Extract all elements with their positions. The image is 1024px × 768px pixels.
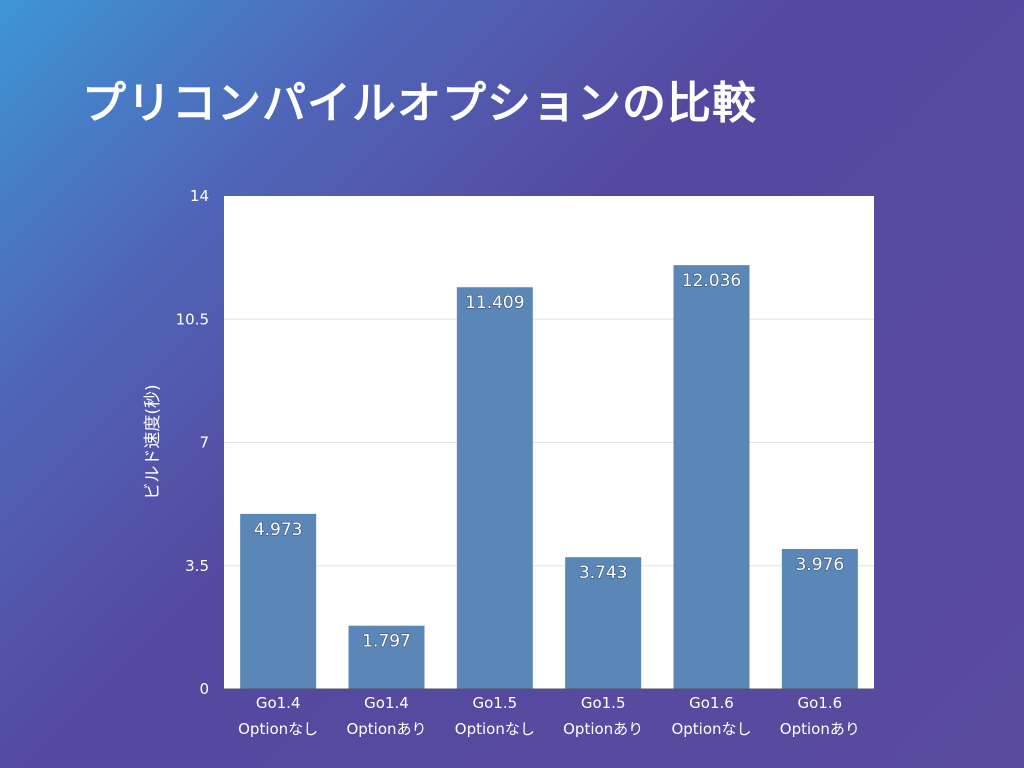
data-label: 12.036 <box>682 271 741 291</box>
bar <box>565 557 642 689</box>
y-tick-label: 3.5 <box>185 557 209 575</box>
bars <box>240 265 858 689</box>
data-label: 3.743 <box>579 563 628 583</box>
x-tick-label: Optionあり <box>563 720 643 738</box>
bar <box>456 287 533 689</box>
y-tick-label: 7 <box>199 434 209 452</box>
x-tick-label: Go1.6 <box>689 694 734 712</box>
x-tick-label: Optionなし <box>671 720 751 738</box>
data-label: 4.973 <box>254 520 303 540</box>
x-tick-label: Go1.6 <box>798 694 843 712</box>
bar <box>348 625 425 689</box>
bar <box>240 513 317 689</box>
grid-lines <box>224 318 874 567</box>
y-axis-title: ビルド速度(秒) <box>143 384 163 499</box>
data-labels: 4.973 1.797 11.409 3.743 12.036 3.976 <box>253 271 845 653</box>
y-tick-label: 0 <box>199 680 209 698</box>
x-tick-label: Optionなし <box>238 720 318 738</box>
slide-title: プリコンパイルオプションの比較 <box>82 78 757 129</box>
x-tick-label: Go1.5 <box>581 694 626 712</box>
bar <box>673 265 750 689</box>
x-tick-label: Optionあり <box>780 720 860 738</box>
data-label: 11.409 <box>465 293 524 313</box>
x-tick-label: Optionなし <box>455 720 535 738</box>
x-tick-label: Go1.5 <box>473 694 518 712</box>
x-tick-labels: Go1.4 Optionなし Go1.4 Optionあり Go1.5 Optionなし G… <box>238 694 860 738</box>
bar <box>781 548 858 689</box>
data-label: 1.797 <box>362 632 411 652</box>
x-tick-label: Go1.4 <box>256 694 301 712</box>
x-tick-label: Go1.4 <box>364 694 409 712</box>
data-label: 3.976 <box>795 555 844 575</box>
y-tick-label: 10.5 <box>176 310 209 328</box>
x-tick-label: Optionあり <box>346 720 426 738</box>
y-tick-labels: 0 3.5 7 10.5 14 <box>176 187 209 698</box>
y-tick-label: 14 <box>190 187 209 205</box>
